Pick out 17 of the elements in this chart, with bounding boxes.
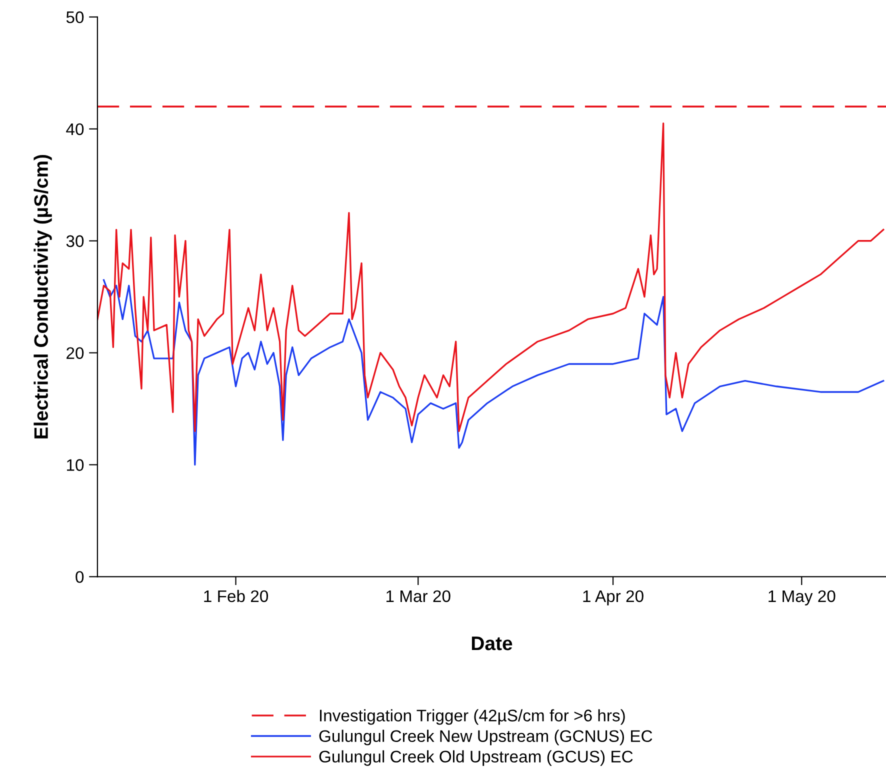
legend-label: Investigation Trigger (42µS/cm for >6 hrs) xyxy=(320,709,625,725)
y-tick-label: 0 xyxy=(76,571,84,583)
legend-label: Gulungul Creek Old Upstream (GCUS) EC xyxy=(319,750,633,766)
y-axis-title: Electrical Conductivity (µS/cm) xyxy=(34,154,52,438)
x-tick-label: 1 Apr 20 xyxy=(583,590,644,606)
y-tick-label: 20 xyxy=(66,347,84,360)
y-tick-label: 10 xyxy=(67,459,84,471)
line-series xyxy=(97,122,884,432)
x-tick-label: 1 May 20 xyxy=(768,590,836,606)
y-tick-label: 40 xyxy=(66,123,84,136)
x-tick-label: 1 Feb 20 xyxy=(204,590,268,602)
y-tick-label: 30 xyxy=(66,235,84,248)
x-tick-label: 1 Mar 20 xyxy=(386,590,450,602)
line-series xyxy=(102,279,884,466)
y-tick-label: 50 xyxy=(66,11,84,24)
legend-label: Gulungul Creek New Upstream (GCNUS) EC xyxy=(319,730,652,746)
x-axis-title: Date xyxy=(472,636,512,650)
